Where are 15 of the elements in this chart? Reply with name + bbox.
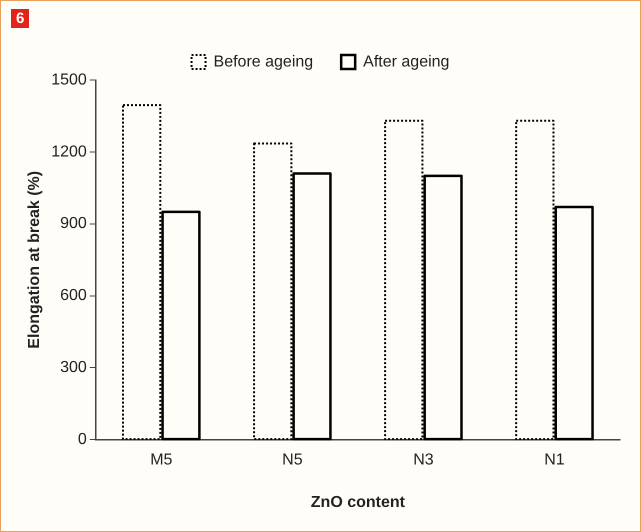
- x-tick-label: M5: [150, 452, 173, 469]
- y-axis-title: Elongation at break (%): [26, 170, 44, 349]
- x-tick-label: N5: [282, 452, 303, 469]
- legend-label: Before ageing: [214, 53, 314, 70]
- text: 6: [11, 9, 30, 28]
- y-tick-label: 1200: [51, 143, 87, 160]
- y-tick-label: 300: [60, 359, 87, 376]
- x-axis-title: ZnO content: [310, 494, 406, 511]
- y-tick-label: 900: [60, 215, 87, 232]
- legend-label: After ageing: [363, 53, 450, 70]
- y-tick-label: 1500: [51, 71, 87, 88]
- y-tick-label: 0: [78, 431, 87, 448]
- x-tick-label: N1: [544, 452, 565, 469]
- y-tick-label: 600: [60, 287, 87, 304]
- x-tick-label: N3: [413, 452, 434, 469]
